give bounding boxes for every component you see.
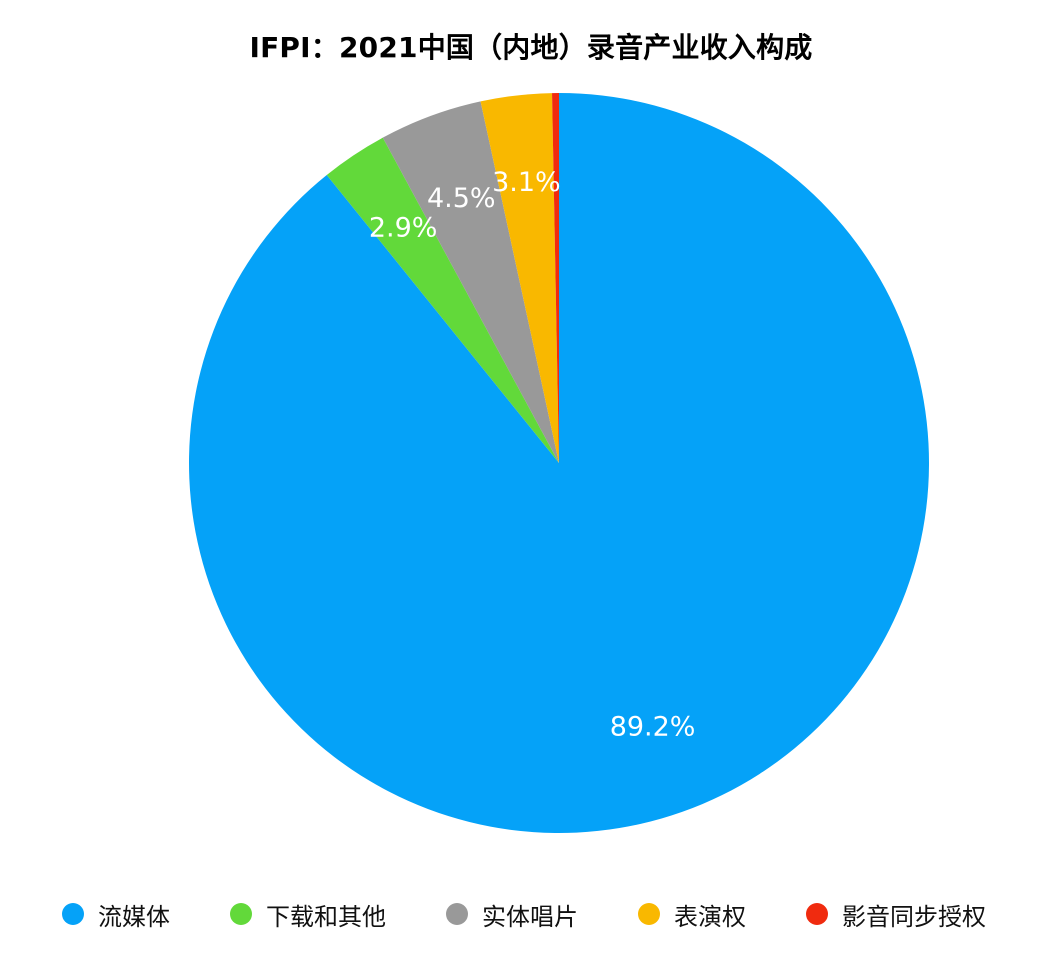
legend-dot-icon [62, 903, 84, 925]
pie-slice-2 [382, 101, 559, 463]
legend-dot-icon [638, 903, 660, 925]
chart-title: IFPI：2021中国（内地）录音产业收入构成 [249, 31, 813, 64]
pie-slice-0 [189, 93, 930, 833]
pie-data-label-0: 89.2% [610, 712, 696, 743]
legend-label: 影音同步授权 [842, 902, 986, 931]
pie-data-labels: 89.2% 2.9%4.5%3.1% [369, 167, 696, 742]
pie-slice-1 [326, 137, 559, 464]
pie-slice-4 [552, 93, 559, 463]
legend-label: 实体唱片 [482, 902, 578, 931]
legend-item-2: 实体唱片 [446, 896, 578, 932]
legend-label: 流媒体 [98, 902, 170, 931]
legend-dot-icon [230, 903, 252, 925]
legend-label: 表演权 [674, 902, 746, 931]
legend-item-0: 流媒体 [62, 896, 170, 932]
legend-item-4: 影音同步授权 [806, 896, 986, 932]
legend-dot-icon [446, 903, 468, 925]
legend-label: 下载和其他 [266, 902, 386, 931]
pie-slice-3 [480, 93, 559, 463]
legend-dot-icon [806, 903, 828, 925]
pie-data-label-1: 2.9% [369, 212, 438, 243]
pie-slices [189, 93, 930, 833]
legend-item-3: 表演权 [638, 896, 746, 932]
legend: 流媒体 下载和其他 实体唱片 表演权 影音同步授权 [0, 896, 1062, 932]
pie-data-label-2: 4.5% [427, 183, 496, 214]
legend-item-1: 下载和其他 [230, 896, 386, 932]
pie-data-label-3: 3.1% [492, 167, 561, 198]
